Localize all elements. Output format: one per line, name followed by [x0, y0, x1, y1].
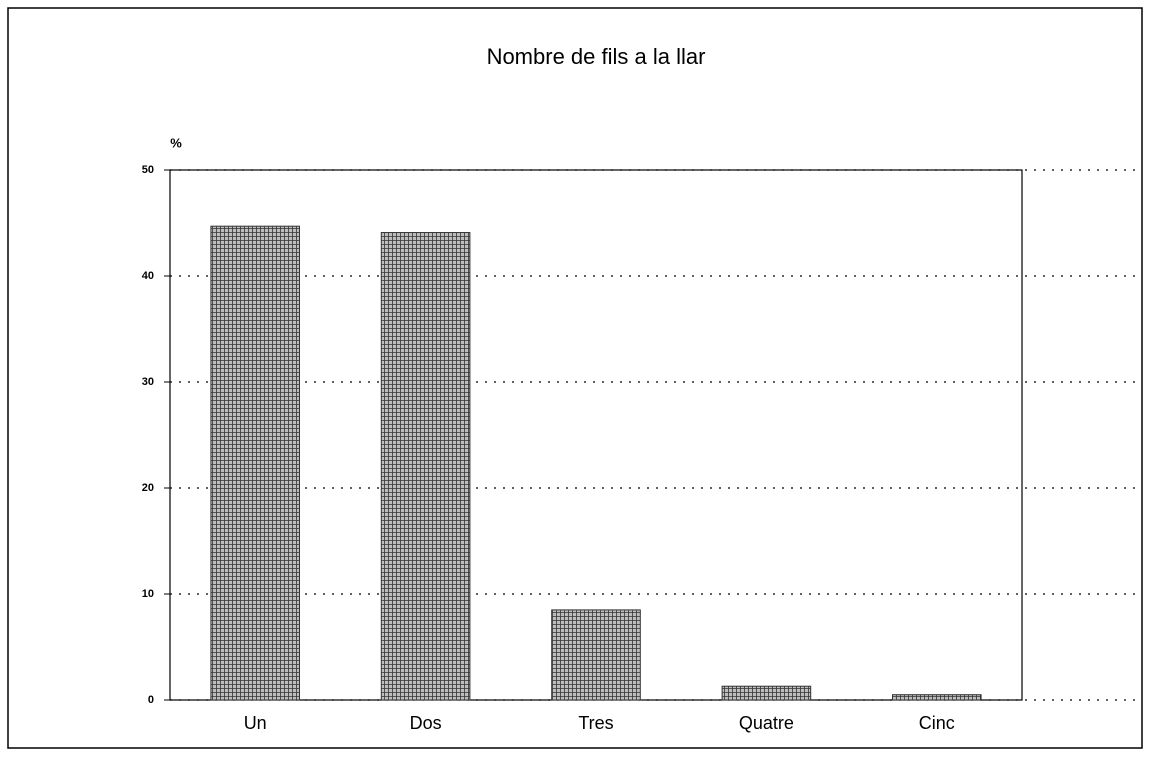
y-tick-label: 0: [148, 694, 154, 706]
y-tick-label: 40: [142, 270, 154, 282]
y-tick-label: 10: [142, 588, 154, 600]
x-tick-label: Dos: [410, 713, 442, 733]
x-tick-label: Tres: [578, 713, 613, 733]
chart-title: Nombre de fils a la llar: [487, 44, 706, 69]
bar: [380, 232, 471, 701]
x-tick-label: Quatre: [739, 713, 794, 733]
bar: [210, 225, 301, 701]
x-tick-label: Un: [244, 713, 267, 733]
bar: [551, 609, 641, 701]
y-axis-label: %: [170, 135, 182, 150]
bar: [891, 694, 982, 701]
frame: [7, 7, 1143, 749]
y-tick-label: 20: [142, 482, 154, 494]
y-tick-label: 50: [142, 164, 154, 176]
bar: [721, 685, 812, 701]
x-tick-label: Cinc: [919, 713, 955, 733]
y-tick-label: 30: [142, 376, 154, 388]
